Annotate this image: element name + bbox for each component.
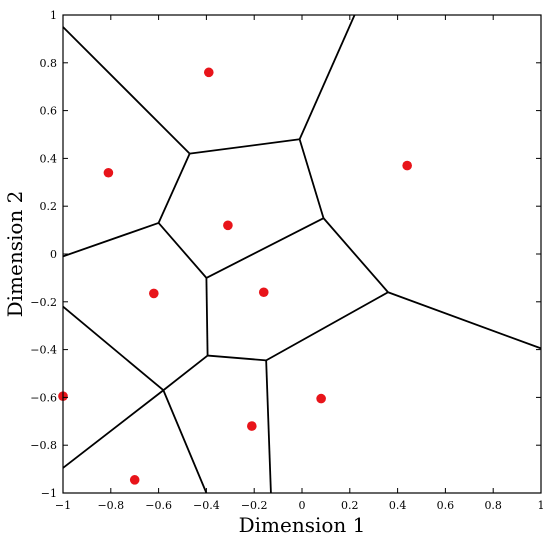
voronoi-edge (62, 26, 191, 155)
voronoi-edge (387, 291, 542, 350)
x-tick-label: −0.8 (97, 499, 124, 512)
voronoi-edge (62, 389, 164, 469)
data-point (129, 475, 140, 485)
y-tick-label: 0.6 (40, 105, 58, 118)
voronoi-edge (265, 291, 389, 362)
data-point (203, 67, 214, 78)
voronoi-edge (157, 222, 208, 279)
y-tick-label: 0.2 (40, 200, 58, 213)
voronoi-edge (207, 354, 267, 362)
x-tick-label: −0.6 (145, 499, 172, 512)
x-axis-title: Dimension 1 (239, 513, 366, 537)
x-tick-label: 0.8 (484, 499, 502, 512)
y-tick-label: −1 (41, 487, 57, 500)
y-tick-label: −0.8 (30, 439, 57, 452)
data-point (149, 288, 159, 299)
voronoi-edge (205, 277, 209, 356)
plot-background (63, 15, 541, 493)
x-tick-label: 1 (538, 499, 545, 512)
voronoi-edge (162, 354, 209, 391)
voronoi-edge (162, 389, 208, 494)
y-tick-label: 0.4 (40, 152, 58, 165)
voronoi-edge (205, 217, 324, 279)
y-tick-label: 1 (50, 9, 57, 22)
y-tick-label: −0.4 (30, 344, 57, 357)
voronoi-edge (322, 217, 389, 293)
data-point (103, 167, 114, 178)
voronoi-edge (265, 360, 272, 494)
data-points (58, 67, 412, 485)
voronoi-edge (189, 138, 300, 155)
y-tick-label: −0.2 (30, 296, 57, 309)
y-axis-ticks: −1 −0.8 −0.6 −0.4 −0.2 0 0.2 0.4 0.6 0.8 1 (30, 9, 541, 500)
y-tick-label: 0 (50, 248, 57, 261)
x-tick-label: 0.2 (341, 499, 359, 512)
x-axis-ticks: −1 −0.8 −0.6 −0.4 −0.2 0 0.2 0.4 0.6 0.8 1 (55, 15, 545, 512)
x-tick-label: −0.2 (241, 499, 268, 512)
data-point (402, 160, 412, 171)
voronoi-edge (62, 305, 164, 391)
y-tick-label: 0.8 (40, 57, 58, 70)
x-tick-label: 0.4 (389, 499, 407, 512)
voronoi-edge (298, 14, 356, 140)
x-tick-label: 0.6 (437, 499, 455, 512)
data-point (247, 421, 257, 431)
data-point (316, 393, 326, 404)
x-tick-label: −1 (55, 499, 71, 512)
voronoi-edges (62, 14, 542, 494)
x-tick-label: −0.4 (193, 499, 220, 512)
voronoi-edge (298, 139, 325, 219)
y-tick-label: −0.6 (30, 391, 57, 404)
voronoi-edge (62, 222, 159, 258)
y-axis-title: Dimension 2 (3, 191, 27, 318)
data-point (258, 287, 269, 298)
voronoi-edge (157, 153, 191, 224)
x-tick-label: 0 (299, 499, 306, 512)
data-point (223, 220, 233, 231)
